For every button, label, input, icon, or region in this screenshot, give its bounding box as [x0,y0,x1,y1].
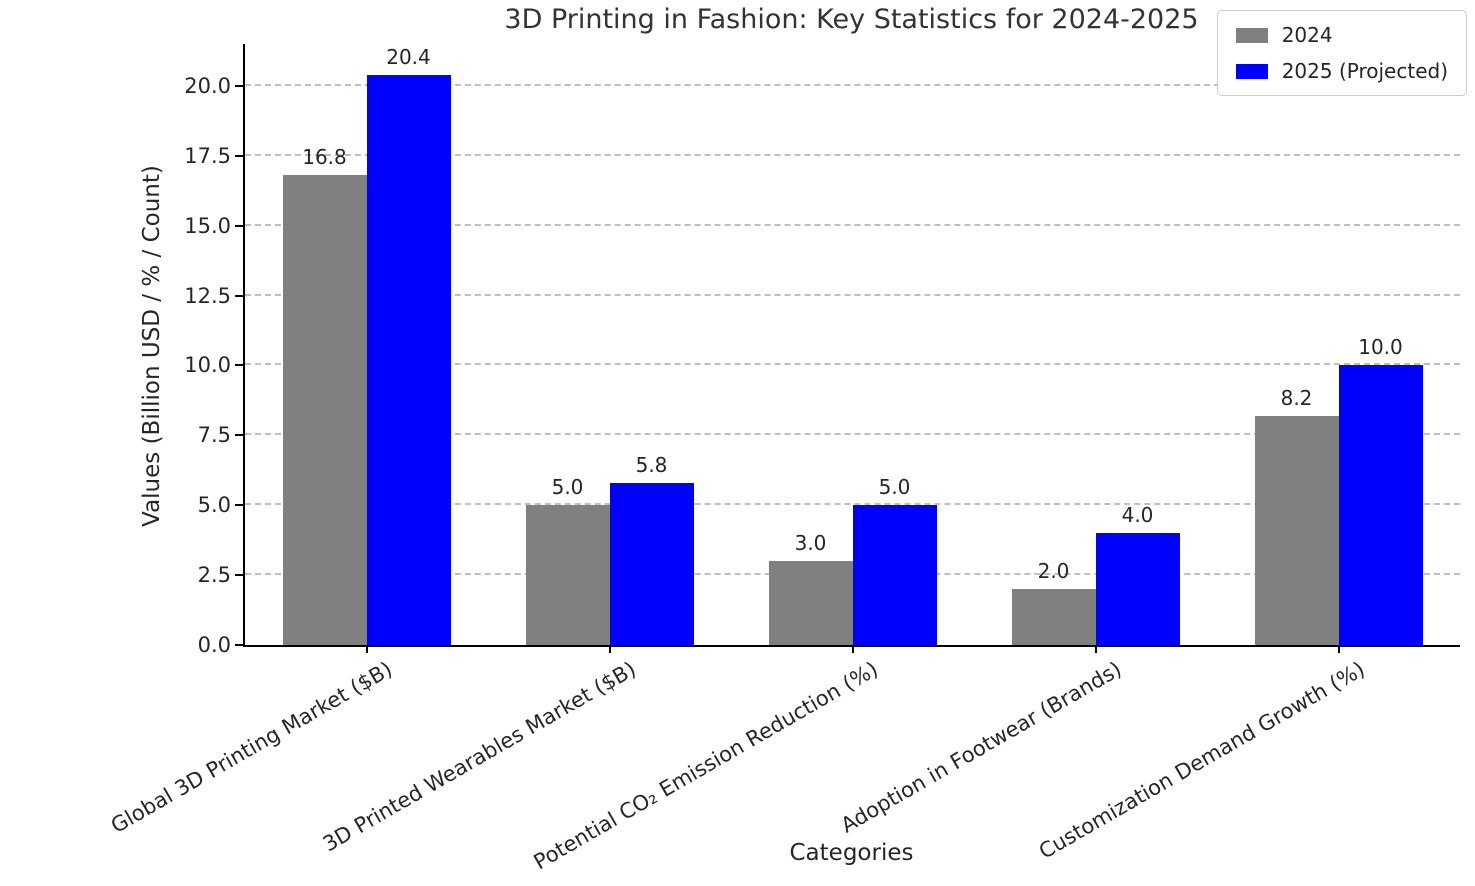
bar-value-label: 20.4 [386,44,431,69]
bar-value-label: 8.2 [1280,385,1313,410]
y-tick-mark [235,644,243,646]
y-tick-mark [235,574,243,577]
gridline [245,83,1460,86]
x-tick-mark [1337,645,1340,653]
x-tick-label: Adoption in Footwear (Brands) [836,657,1126,838]
x-axis-label: Categories [789,840,914,866]
bar-2024: 3.0 [768,531,853,645]
bar-group: 5.0 5.8 [525,44,694,645]
y-tick-mark [235,364,243,367]
y-tick-mark [235,84,243,87]
legend-label-2024: 2024 [1281,23,1333,47]
gridline [245,223,1460,226]
x-tick-mark [851,645,854,653]
bar-2024: 2.0 [1011,559,1096,645]
bar-value-label: 2.0 [1037,559,1070,584]
y-tick-label: 0.0 [197,633,231,657]
bar-2024: 8.2 [1254,386,1339,645]
gridline [245,153,1460,156]
legend-label-2025: 2025 (Projected) [1281,59,1448,83]
bar-2025: 4.0 [1095,503,1180,645]
x-tick-mark [1094,645,1097,653]
plot-area: 0.0 2.5 5.0 7.5 10.0 12.5 15.0 17.5 20.0 16.8 20.4… [107,44,1460,874]
bar-value-label: 10.0 [1358,335,1403,360]
bar-2025: 5.8 [609,453,694,645]
y-tick-mark [235,434,243,437]
bar-2025: 5.0 [852,475,937,645]
y-tick-label: 12.5 [184,283,231,308]
gridline [245,503,1460,506]
gridline [245,293,1460,296]
bar-value-label: 5.8 [635,452,668,477]
bar-2025: 10.0 [1338,335,1423,645]
x-tick-label: Global 3D Printing Market ($B) [107,657,397,838]
legend: 2024 2025 (Projected) [1216,10,1467,96]
y-tick-label: 15.0 [184,213,231,238]
y-tick-mark [235,154,243,157]
chart-title: 3D Printing in Fashion: Key Statistics f… [504,4,1199,35]
bar-group: 2.0 4.0 [1011,44,1180,645]
y-tick-label: 10.0 [184,353,231,378]
gridline [245,363,1460,366]
bar-group: 16.8 20.4 [282,44,451,645]
bar-value-label: 3.0 [794,531,827,556]
y-tick-mark [235,504,243,507]
bar-group: 3.0 5.0 [768,44,937,645]
y-tick-label: 7.5 [197,423,231,448]
legend-swatch-2024 [1235,27,1268,43]
gridline [245,433,1460,436]
bar-value-label: 4.0 [1121,503,1154,528]
bar-2024: 5.0 [525,475,610,645]
x-tick-mark [365,645,368,653]
bar-2025: 20.4 [366,45,451,645]
y-axis-label: Values (Billion USD / % / Count) [139,165,165,527]
bar-value-label: 5.0 [551,475,584,500]
bar-value-label: 16.8 [302,145,347,170]
legend-item-2024: 2024 [1235,23,1448,47]
legend-item-2025: 2025 (Projected) [1235,59,1448,83]
bar-group: 8.2 10.0 [1254,44,1423,645]
bar-2024: 16.8 [282,145,367,645]
y-tick-mark [235,294,243,297]
y-tick-label: 5.0 [197,493,231,518]
y-tick-mark [235,224,243,227]
legend-swatch-2025 [1235,63,1268,79]
y-tick-label: 2.5 [197,563,231,588]
bar-value-label: 5.0 [878,475,911,500]
y-tick-label: 20.0 [184,73,231,98]
x-tick-mark [608,645,611,653]
y-tick-label: 17.5 [184,143,231,168]
